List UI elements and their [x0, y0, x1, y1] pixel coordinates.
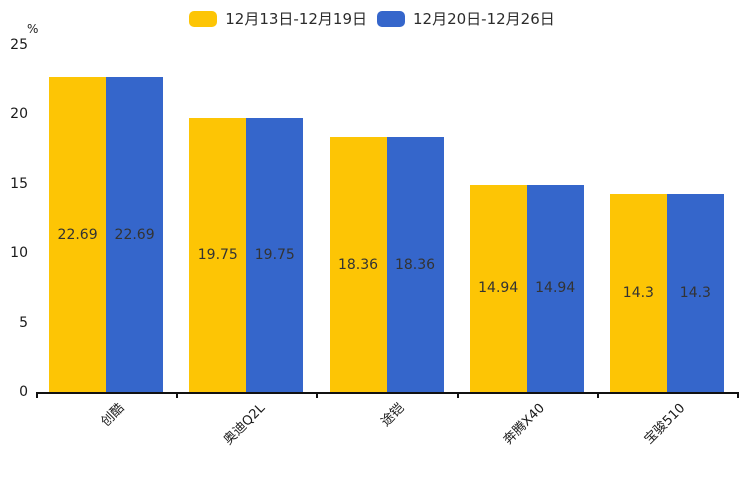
bar-series2-item1[interactable] — [106, 77, 164, 392]
legend-label-week2: 12月20日-12月26日 — [413, 10, 555, 28]
legend-item-week1[interactable]: 12月13日-12月19日 — [189, 8, 367, 29]
bar-value-series1-item5: 14.3 — [622, 284, 654, 301]
bar-value-series2-item1: 22.69 — [114, 226, 155, 243]
bar-series1-item3[interactable] — [329, 137, 387, 392]
bar-value-series1-item1: 22.69 — [57, 226, 98, 243]
bar-value-series2-item5: 14.3 — [679, 284, 711, 301]
bar-value-series1-item2: 19.75 — [197, 246, 238, 263]
bar-value-series1-item3: 18.36 — [337, 256, 379, 273]
bar-series1-item4[interactable] — [469, 184, 527, 392]
bar-series2-item3[interactable] — [386, 137, 444, 392]
bar-series1-item5[interactable] — [609, 193, 667, 392]
x-axis-tick-4 — [596, 392, 599, 398]
y-tick-label-20: 20 — [10, 106, 28, 123]
x-axis-tick-5 — [737, 392, 739, 398]
bar-value-series2-item2: 19.75 — [254, 246, 295, 263]
y-axis-unit-label: % — [27, 22, 39, 36]
x-axis-tick-3 — [456, 392, 459, 398]
y-tick-label-10: 10 — [10, 245, 28, 262]
y-tick-label-15: 15 — [10, 175, 28, 192]
x-category-label-4: 奔腾X40 — [501, 400, 549, 448]
x-axis-tick-2 — [316, 392, 319, 398]
bar-value-series2-item4: 14.94 — [535, 280, 576, 297]
bar-series2-item5[interactable] — [666, 193, 724, 392]
x-category-label-1: 创酷 — [98, 400, 128, 430]
y-tick-label-0: 0 — [19, 384, 28, 400]
x-category-label-2: 奥迪Q2L — [220, 400, 268, 449]
bar-series2-item2[interactable] — [246, 117, 304, 392]
x-category-label-3: 途铠 — [378, 400, 408, 430]
bar-series1-item2[interactable] — [189, 117, 247, 392]
legend-swatch-week1 — [189, 10, 218, 27]
bar-value-series2-item3: 18.36 — [394, 256, 436, 273]
legend: 12月13日-12月19日 12月20日-12月26日 — [0, 8, 744, 29]
x-axis-tick-0 — [36, 392, 38, 398]
bar-series2-item4[interactable] — [526, 184, 584, 392]
legend-swatch-week2 — [377, 10, 405, 27]
bar-series1-item1[interactable] — [49, 77, 107, 392]
legend-item-week2[interactable]: 12月20日-12月26日 — [377, 8, 555, 29]
x-axis-tick-1 — [176, 392, 179, 398]
x-axis-line — [36, 392, 738, 394]
bar-value-series1-item4: 14.94 — [478, 280, 519, 297]
y-tick-label-5: 5 — [19, 314, 28, 331]
y-tick-label-25: 25 — [10, 37, 28, 53]
x-category-label-5: 宝骏510 — [641, 400, 689, 448]
legend-label-week1: 12月13日-12月19日 — [225, 10, 367, 28]
